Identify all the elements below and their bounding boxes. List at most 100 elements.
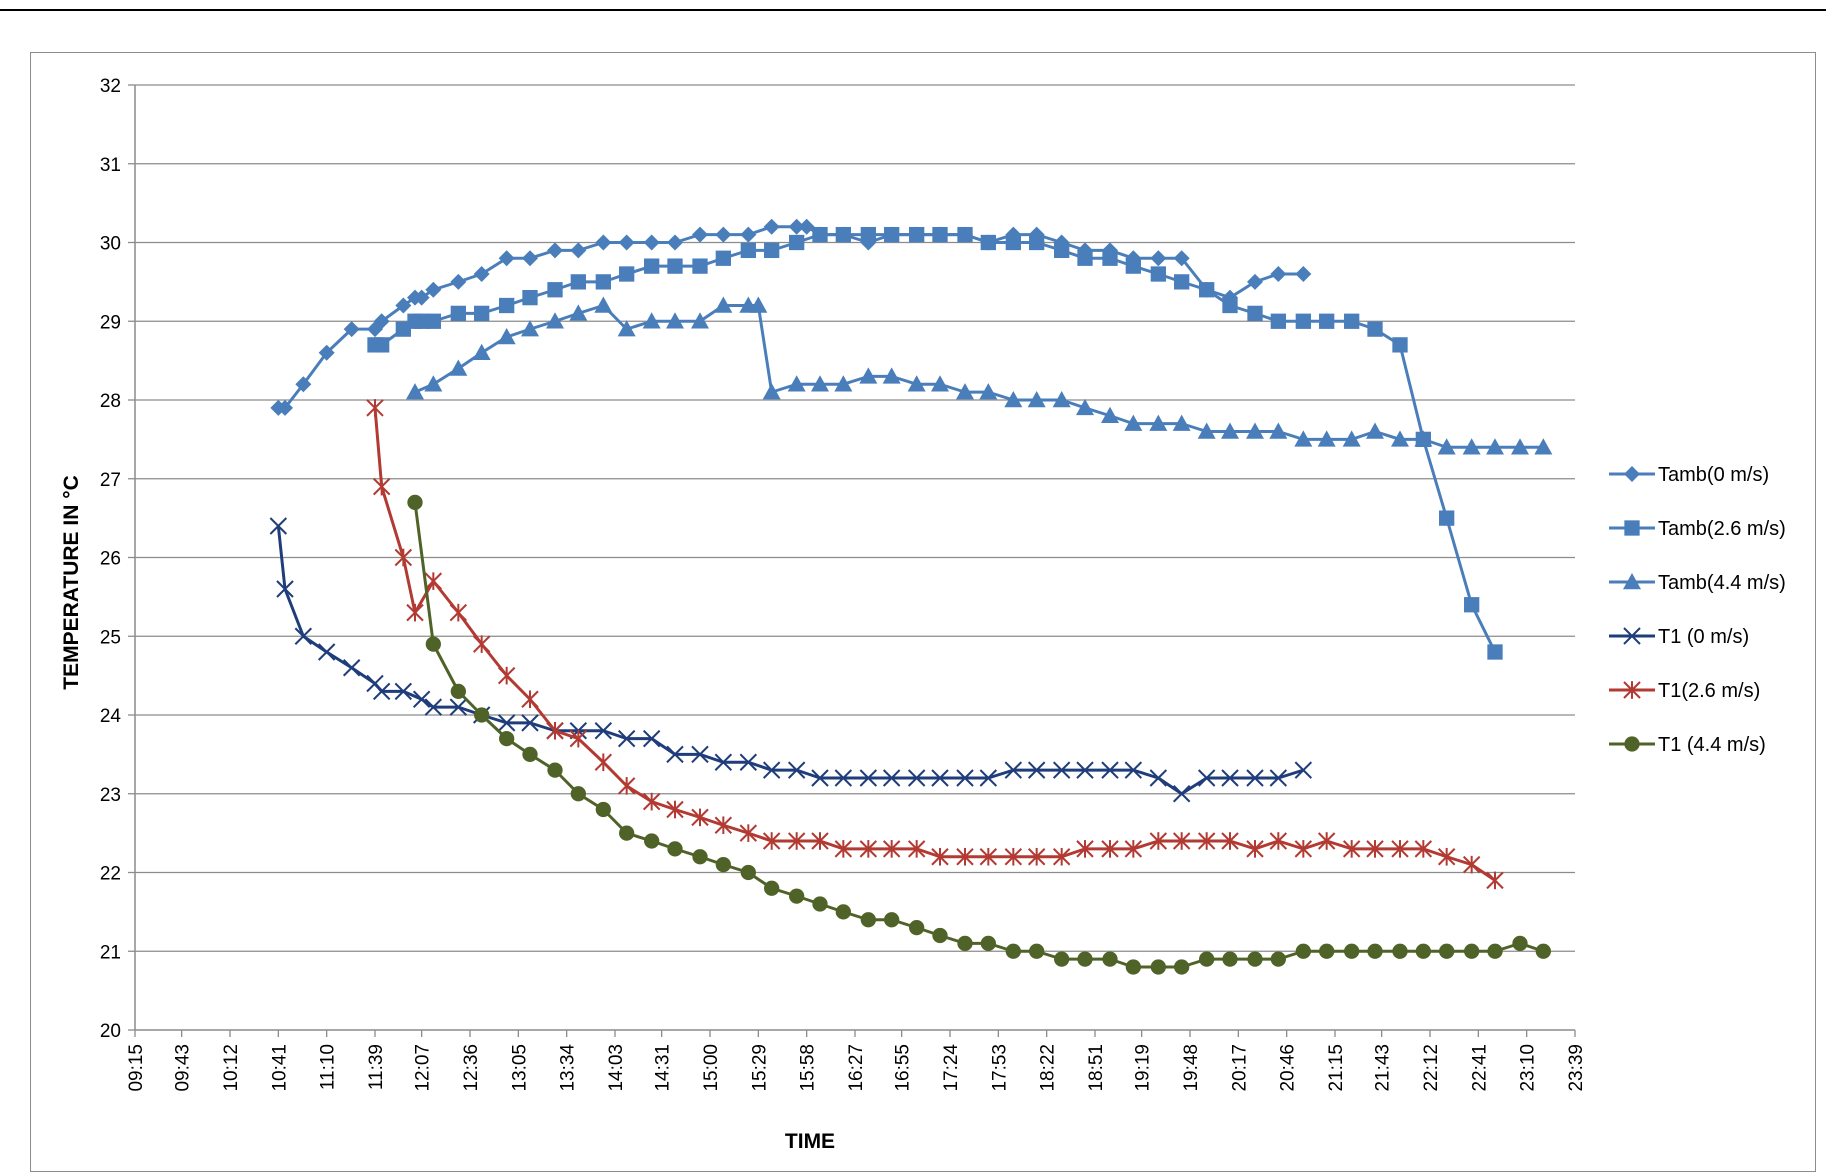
y-axis-title: TEMPERATURE IN °C [60,475,83,690]
data-point [1366,422,1384,439]
x-tick-label: 11:10 [318,1044,339,1090]
data-point [373,313,390,330]
y-tick-label: 32 [100,76,121,97]
data-point [715,856,731,873]
data-point [497,328,516,345]
data-point [1102,250,1118,266]
y-tick-label: 28 [100,391,121,412]
data-point [1512,935,1528,952]
data-point-stroke [342,659,361,677]
data-point [1391,840,1409,858]
data-point [570,274,586,290]
data-point [714,816,733,835]
y-tick-label: 21 [100,942,121,963]
x-tick-label: 16:27 [846,1044,867,1092]
data-point [1247,951,1263,967]
y-tick-label: 27 [100,470,121,491]
data-point [860,226,876,243]
data-point [570,786,586,802]
y-tick-label: 26 [100,549,121,570]
data-point [497,714,516,732]
y-tick-label: 20 [100,1021,121,1042]
data-point [882,769,901,787]
data-point [474,707,490,723]
legend-label: T1 (4.4 m/s) [1658,734,1766,756]
data-point [1391,430,1409,447]
data-point [1052,847,1071,866]
data-point [691,745,709,764]
data-point [1414,430,1433,447]
data-point [859,367,878,384]
data-point-stroke [617,729,636,748]
data-point [980,935,996,952]
data-point [1004,391,1023,408]
data-point [1534,438,1553,455]
series-1 [367,226,1503,660]
data-point [449,698,468,716]
data-point [619,825,635,841]
data-point [931,847,949,866]
data-point [406,383,424,400]
series-4 [366,399,1504,890]
data-point [1052,761,1071,779]
data-point [394,682,413,701]
data-point-stroke [714,753,733,771]
x-tick-label: 09:15 [126,1044,147,1092]
data-point [1029,943,1045,959]
data-point [798,218,815,235]
data-point [499,730,515,747]
data-point [1027,761,1046,779]
x-axis-title: TIME [785,1130,835,1153]
x-tick-label: 21:15 [1326,1044,1347,1092]
data-point [1029,234,1045,251]
data-point [764,880,780,896]
data-point [1437,438,1456,455]
data-point [789,234,805,251]
data-point [1439,943,1455,959]
x-tick-label: 16:55 [893,1044,914,1092]
data-point [667,258,683,274]
data-point [395,321,411,337]
data-point [1174,274,1190,290]
data-point-stroke [642,729,661,748]
data-point [406,603,424,622]
data-point [595,274,611,290]
data-point [979,383,998,400]
data-point [1623,627,1641,645]
data-point [1172,414,1191,431]
data-point-stroke [424,698,443,716]
data-point-stroke [739,753,758,771]
data-point [666,312,684,329]
data-point [522,250,538,267]
data-point [931,769,949,787]
data-point [1054,242,1070,259]
data-point [1124,840,1143,858]
data-point [1076,398,1094,416]
data-point [449,359,468,376]
data-point [834,769,853,787]
legend-label: Tamb(2.6 m/s) [1658,518,1786,540]
data-point [617,320,636,337]
data-point [547,762,563,778]
data-point [882,367,901,384]
data-point [787,375,806,392]
data-point-stroke [1269,769,1288,787]
data-point [692,258,708,274]
data-point [595,234,612,251]
data-point [1076,761,1094,779]
data-point [394,548,413,567]
data-point [1392,943,1408,959]
x-tick-labels: 09:15 09:43 10:12 10:41 11:10 11:39 12:07 12:36… [126,1044,1587,1092]
legend: Tamb(0 m/s) Tamb(2.6 m/s) Tamb(4.4 m/s) T1 … [1609,464,1786,756]
x-tick-label: 23:39 [1566,1044,1587,1092]
data-point [1199,951,1215,967]
data-point-stroke [317,643,336,661]
data-point [811,769,829,787]
data-point [497,666,516,685]
data-point-stroke [907,769,926,787]
data-point-stroke [497,714,516,732]
data-point [1221,422,1239,439]
data-point [740,226,757,243]
data-point [1221,769,1239,787]
data-point-stroke [931,769,949,787]
